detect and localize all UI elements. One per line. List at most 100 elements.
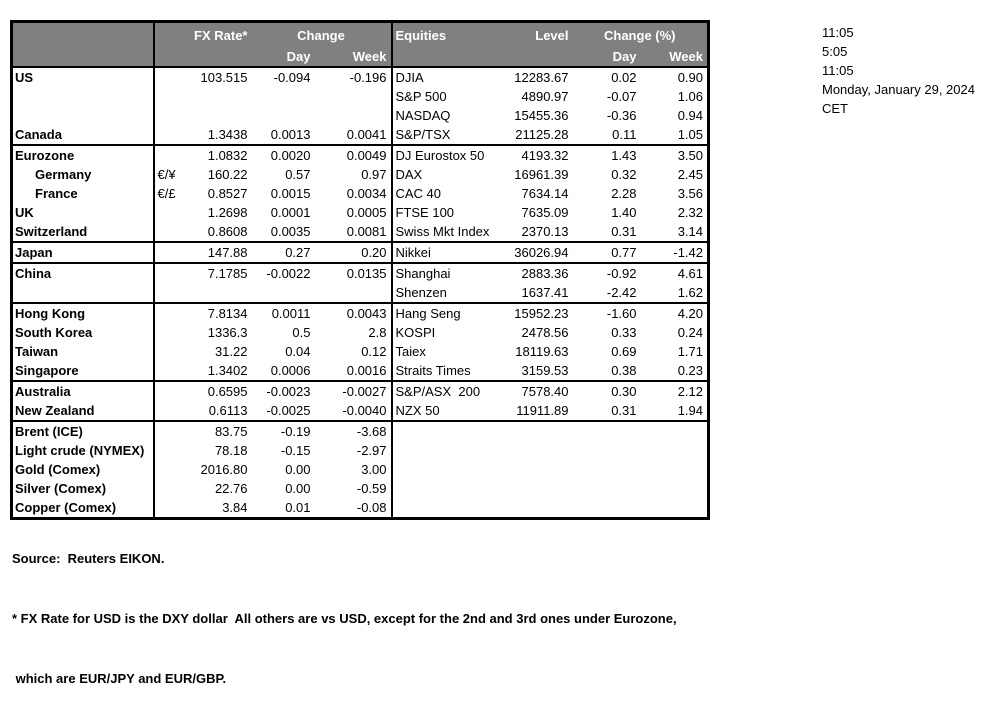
eq-day-change-cell: 1.40 [611, 205, 637, 220]
header-fx-rate: FX Rate* [193, 21, 252, 47]
equity-cell: CAC 40 [390, 184, 495, 203]
country-cell: Japan [11, 242, 155, 264]
eq-week-change-cell: 1.06 [677, 89, 703, 104]
country-cell: Eurozone [11, 145, 155, 165]
eq-week-change-cell: 3.56 [677, 186, 703, 201]
fx-day-change-cell: 0.0020 [270, 148, 311, 163]
fx-week-change-cell [315, 106, 392, 125]
level-cell: 1637.41 [494, 283, 573, 304]
fx-week-change-cell: 0.0041 [314, 125, 392, 146]
fx-rate-cell: 1336.3 [207, 325, 248, 340]
eq-week-change-cell: 2.12 [677, 384, 703, 399]
equity-cell: NASDAQ [390, 106, 495, 125]
fx-rate-cell: 160.22 [207, 167, 248, 182]
table-body: US 103.515 -0.094 -0.196 DJIA 12283.67 0.02 0.9… [11, 67, 709, 519]
table-row: US 103.515 -0.094 -0.196 DJIA 12283.67 0.02 0.9… [11, 67, 709, 87]
fx-rate-cell: 78.18 [214, 443, 248, 458]
level-cell: 15455.36 [514, 108, 569, 123]
table-row: Shenzen 1637.41 -2.42 1.62 [11, 283, 709, 304]
eq-week-change-cell [641, 460, 709, 479]
fx-week-change-cell: 2.8 [368, 325, 387, 340]
fx-rate-cell: 0.8608 [193, 222, 252, 243]
equity-cell: Shenzen [390, 283, 495, 304]
pair-cell [153, 242, 194, 264]
eq-day-change-cell: 0.69 [611, 344, 637, 359]
fx-rate-cell: 31.22 [214, 344, 248, 359]
fx-rate-cell: 1.3402 [193, 361, 252, 382]
header-blank [153, 47, 194, 68]
pair-cell [154, 203, 194, 222]
fx-day-change-cell: 0.0001 [270, 205, 311, 220]
table-row: Switzerland 0.8608 0.0035 0.0081 Swiss Mkt I… [11, 222, 709, 243]
fx-day-change-cell: -0.19 [280, 424, 311, 439]
country-cell: New Zealand [11, 401, 155, 422]
table-row: Taiwan 31.22 0.04 0.12 Taiex 18119.63 0.69 1.71 [11, 342, 709, 361]
country-cell [11, 87, 155, 106]
level-cell: 11911.89 [494, 401, 573, 422]
country-cell: Brent (ICE) [11, 421, 155, 441]
header-level: Level [494, 21, 573, 47]
fx-week-change-cell: 0.0081 [314, 222, 392, 243]
pair-cell [153, 283, 194, 304]
pair-cell [154, 460, 194, 479]
fx-week-change-cell: 0.0049 [346, 148, 387, 163]
pair-cell [153, 361, 194, 382]
fx-rate-cell: 0.6113 [193, 401, 252, 422]
eq-week-change-cell: 4.61 [677, 266, 703, 281]
source-note: Source: Reuters EIKON. [12, 551, 165, 566]
eq-week-change-cell: 1.71 [677, 344, 703, 359]
fx-rate-cell [193, 283, 252, 304]
equity-cell [390, 498, 495, 519]
country-cell: Taiwan [11, 342, 155, 361]
eq-week-change-cell: 1.62 [640, 283, 709, 304]
table-row: Japan 147.88 0.27 0.20 Nikkei 36026.94 0.77 -1.… [11, 242, 709, 264]
eq-week-change-cell: 2.45 [677, 167, 703, 182]
country-cell: Canada [11, 125, 155, 146]
country-cell: Silver (Comex) [11, 479, 155, 498]
fx-day-change-cell: 0.0015 [270, 186, 311, 201]
country-cell: US [11, 67, 155, 87]
country-cell: Switzerland [11, 222, 155, 243]
level-cell [495, 441, 573, 460]
table-row: Copper (Comex) 3.84 0.01 -0.08 [11, 498, 709, 519]
equity-cell: Swiss Mkt Index [390, 222, 495, 243]
fx-week-change-cell: 0.12 [361, 344, 387, 359]
level-cell: 4890.97 [521, 89, 569, 104]
equity-cell [390, 479, 495, 498]
table-header-row-2: Day Week Day Week [11, 47, 709, 68]
fx-day-change-cell: 0.5 [292, 325, 311, 340]
equity-cell: FTSE 100 [390, 203, 495, 222]
pair-cell [154, 87, 194, 106]
level-cell: 18119.63 [515, 344, 569, 359]
fx-rate-note-line-2: which are EUR/JPY and EUR/GBP. [12, 671, 227, 686]
fx-week-change-cell: -0.0040 [314, 401, 392, 422]
level-cell: 4193.32 [521, 148, 569, 163]
table-row: NASDAQ 15455.36 -0.36 0.94 [11, 106, 709, 125]
pair-cell [153, 401, 194, 422]
eq-day-change-cell: 0.11 [572, 125, 641, 146]
equity-cell: DJIA [390, 67, 495, 87]
fx-day-change-cell [252, 87, 315, 106]
fx-rate-cell: 83.75 [214, 424, 248, 439]
eq-week-change-cell: 3.14 [640, 222, 709, 243]
pair-cell [153, 125, 194, 146]
eq-day-change-cell: 0.30 [611, 384, 637, 399]
eq-day-change-cell: 0.32 [611, 167, 637, 182]
table-row: S&P 500 4890.97 -0.07 1.06 [11, 87, 709, 106]
pair-cell [153, 222, 194, 243]
fx-week-change-cell [314, 283, 392, 304]
timestamp-block: 11:05 5:05 11:05 Monday, January 29, 202… [822, 23, 975, 118]
equity-cell: Shanghai [390, 263, 495, 283]
table-row: Australia 0.6595 -0.0023 -0.0027 S&P/ASX 200… [11, 381, 709, 401]
eq-week-change-cell: 0.94 [677, 108, 703, 123]
equity-cell: S&P/ASX 200 [390, 381, 495, 401]
table-row: UK 1.2698 0.0001 0.0005 FTSE 100 7635.09 1.40 2… [11, 203, 709, 222]
fx-week-change-cell: 0.0135 [346, 266, 387, 281]
level-cell: 12283.67 [514, 70, 569, 85]
eq-day-change-cell [573, 479, 641, 498]
fx-week-change-cell: 0.0016 [314, 361, 392, 382]
fx-week-change-cell: 3.00 [361, 462, 387, 477]
country-cell: France [11, 184, 155, 203]
fx-week-change-cell: 0.97 [361, 167, 387, 182]
eq-day-change-cell: 0.31 [572, 401, 641, 422]
